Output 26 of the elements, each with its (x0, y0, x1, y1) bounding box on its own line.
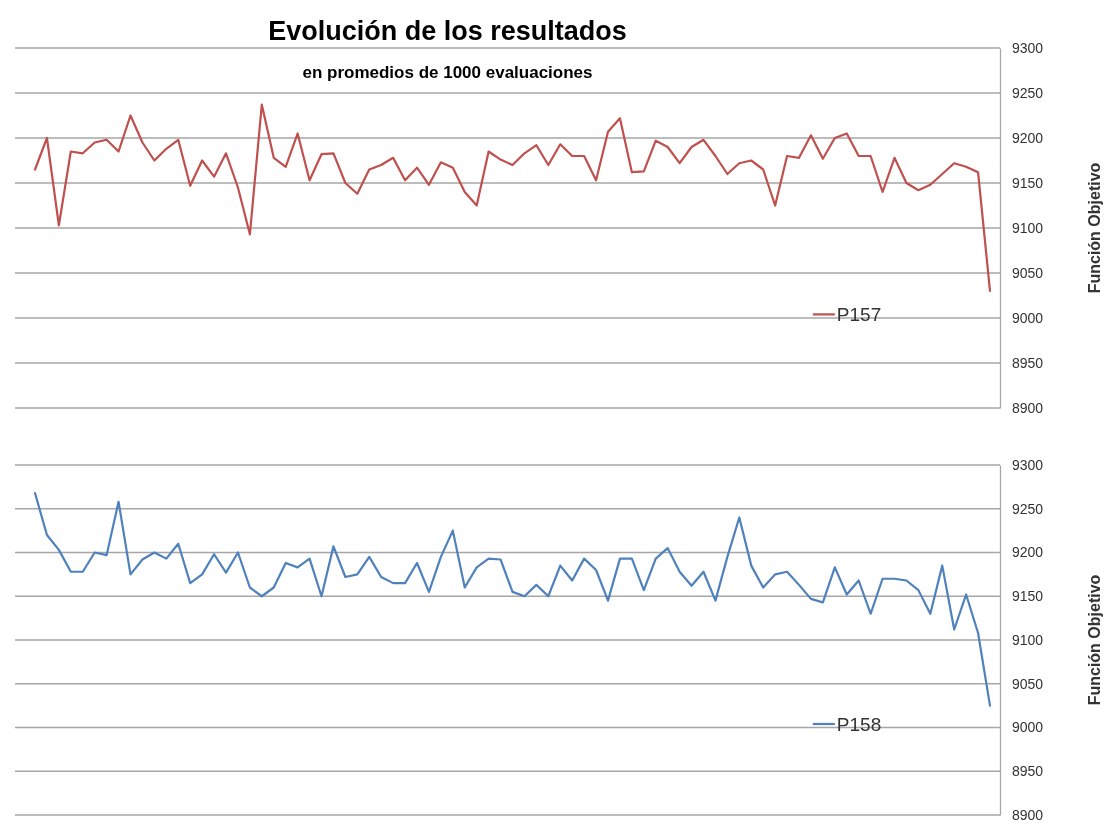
chart-title: Evolución de los resultados (268, 16, 627, 46)
legend-label: P157 (836, 304, 882, 326)
y-axis-title: Función Objetivo (1086, 162, 1103, 294)
y-tick-label: 9250 (1012, 84, 1044, 101)
y-tick-label: 8900 (1012, 806, 1044, 823)
y-tick-label: 9050 (1012, 264, 1044, 281)
y-tick-label: 8900 (1012, 399, 1044, 416)
y-tick-label: 9100 (1012, 631, 1044, 648)
y-tick-label: 9200 (1012, 129, 1044, 146)
y-tick-label: 9300 (1012, 456, 1044, 473)
y-tick-label: 8950 (1012, 763, 1044, 780)
y-tick-label: 9300 (1012, 39, 1044, 56)
text: en promedios de 1000 evaluaciones (302, 63, 593, 82)
y-tick-label: 9200 (1012, 544, 1044, 561)
y-tick-label: 9050 (1012, 675, 1044, 692)
line-series (33, 491, 992, 707)
y-tick-label: 9000 (1012, 309, 1044, 326)
y-tick-label: 9000 (1012, 719, 1044, 736)
legend-label: P158 (836, 713, 882, 735)
y-axis-title: Función Objetivo (1086, 574, 1103, 706)
y-tick-label: 8950 (1012, 354, 1044, 371)
y-tick-label: 9100 (1012, 219, 1044, 236)
y-tick-label: 9150 (1012, 174, 1044, 191)
line-series (33, 103, 992, 293)
y-tick-label: 9150 (1012, 588, 1044, 605)
y-tick-label: 9250 (1012, 500, 1044, 517)
